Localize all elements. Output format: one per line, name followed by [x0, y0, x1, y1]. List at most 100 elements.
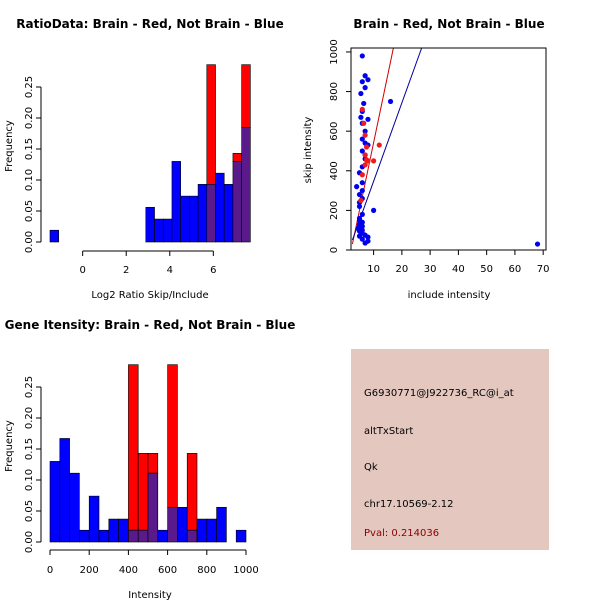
ratio-histogram: RatioData: Brain - Red, Not Brain - Blue…: [4, 17, 284, 301]
fit-line: [351, 48, 423, 241]
y-tick-label: 0.10: [24, 469, 35, 491]
scatter-point: [359, 223, 365, 229]
y-tick-label: 0.15: [24, 138, 35, 160]
x-tick-label: 0: [79, 265, 85, 276]
histogram-bar: [171, 161, 181, 243]
scatter-point: [362, 85, 368, 91]
x-tick-label: 1000: [233, 565, 258, 576]
y-tick-label: 0.05: [24, 200, 35, 222]
y-tick-label: 1000: [329, 39, 340, 64]
y-tick-label: 0.25: [24, 76, 35, 98]
scatter-point: [361, 120, 367, 126]
histogram-bar: [189, 195, 199, 243]
scatter-point: [363, 144, 370, 150]
scatter-point: [359, 180, 365, 186]
histogram-bar-overlap: [232, 161, 242, 243]
x-tick-label: 60: [509, 264, 522, 275]
histogram-bar: [108, 518, 119, 543]
histogram-bar: [59, 438, 70, 543]
scatter-point: [376, 142, 382, 148]
ratio-y-axis-label: Frequency: [4, 120, 15, 172]
y-tick-label: 800: [329, 82, 340, 101]
probe-id-text: G6930771@J922736_RC@i_at: [364, 388, 514, 399]
scatter-point: [361, 100, 367, 107]
event-type-text: altTxStart: [364, 426, 413, 437]
gene-chart-title: Gene Itensity: Brain - Red, Not Brain - …: [5, 318, 296, 332]
scatter-point: [359, 187, 365, 194]
scatter-point: [358, 90, 364, 97]
histogram-bar: [177, 506, 188, 543]
x-tick-label: 0: [47, 565, 53, 576]
histogram-bar-overlap: [137, 529, 149, 543]
scatter-point: [354, 184, 360, 190]
histogram-bar: [147, 453, 159, 474]
scatter-point: [362, 128, 368, 134]
x-tick-label: 6: [210, 265, 216, 276]
scatter-point: [358, 114, 364, 120]
scatter-point: [359, 79, 365, 85]
scatter-point: [359, 211, 365, 217]
scatter-point: [359, 53, 365, 59]
y-tick-label: 200: [329, 201, 340, 220]
histogram-bar: [196, 518, 208, 543]
histogram-bar: [232, 153, 242, 162]
scatter-point: [362, 73, 368, 79]
y-tick-label: 0.00: [24, 231, 35, 253]
histogram-bar: [167, 364, 178, 508]
x-tick-label: 4: [167, 265, 173, 276]
histogram-bar: [216, 506, 227, 543]
histogram-bar: [88, 495, 100, 543]
histogram-bar: [145, 206, 155, 243]
x-tick-label: 600: [158, 565, 177, 576]
gene-name-text: Qk: [364, 462, 378, 473]
y-tick-label: 600: [329, 122, 340, 141]
scatter-point: [359, 136, 365, 142]
scatter-point: [359, 172, 365, 178]
scatter-point: [362, 152, 368, 158]
gene-x-axis-label: Intensity: [128, 590, 172, 600]
histogram-bar: [154, 218, 164, 243]
histogram-bar: [157, 529, 168, 543]
scatter-point: [365, 158, 371, 164]
histogram-bar: [128, 364, 139, 531]
x-tick-label: 70: [537, 264, 550, 275]
x-tick-label: 800: [197, 565, 216, 576]
histogram-bar: [180, 195, 190, 243]
plot-frame: [350, 47, 547, 251]
x-tick-label: 400: [119, 565, 138, 576]
info-panel-background: [351, 349, 549, 550]
scatter-y-axis-label: skip intensity: [303, 117, 314, 184]
histogram-bar: [118, 518, 129, 543]
y-tick-label: 0.00: [24, 531, 35, 553]
histogram-bar: [186, 453, 198, 531]
histogram-bar: [223, 184, 234, 243]
scatter-point: [362, 162, 368, 168]
histogram-bar-overlap: [186, 529, 198, 543]
fit-line: [351, 48, 394, 245]
location-text: chr17.10569-2.12: [364, 499, 454, 510]
scatter-point: [362, 240, 368, 246]
y-tick-label: 0: [329, 247, 340, 253]
ratio-x-axis-label: Log2 Ratio Skip/Include: [91, 290, 208, 301]
histogram-bar: [79, 529, 90, 543]
ratio-plot-area: 0.00 0.05 0.10 0.15 0.20 0.25 0 2 4 6: [24, 64, 251, 276]
scatter-point: [359, 106, 365, 112]
y-tick-label: 0.15: [24, 438, 35, 460]
x-tick-label: 20: [396, 264, 409, 275]
scatter-point: [534, 241, 541, 247]
scatter-point: [365, 77, 371, 83]
scatter-point: [387, 98, 394, 105]
ratio-chart-title: RatioData: Brain - Red, Not Brain - Blue: [16, 17, 283, 31]
histogram-bar-overlap: [147, 472, 159, 543]
scatter-chart-title: Brain - Red, Not Brain - Blue: [353, 17, 544, 31]
histogram-bar: [197, 184, 208, 243]
histogram-bar: [49, 461, 61, 543]
histogram-bar-overlap: [128, 529, 139, 543]
scatter-point: [371, 158, 377, 164]
y-tick-label: 400: [329, 161, 340, 180]
y-tick-label: 0.10: [24, 169, 35, 191]
histogram-bar: [215, 172, 225, 243]
histogram-bar-overlap: [167, 506, 178, 543]
histogram-bar-overlap: [241, 127, 251, 243]
